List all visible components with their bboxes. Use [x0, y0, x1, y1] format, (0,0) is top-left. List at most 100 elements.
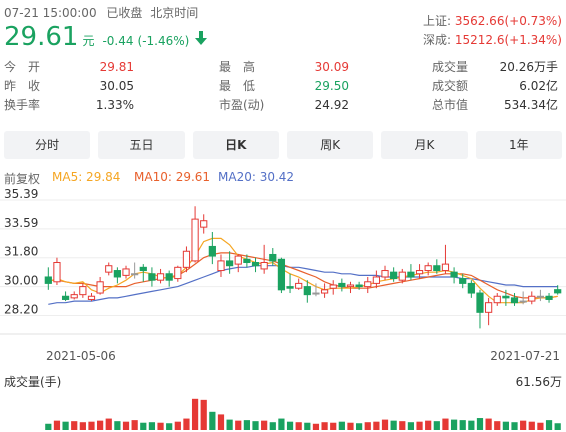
candle — [398, 268, 406, 284]
y-tick-label: 33.59 — [4, 216, 38, 230]
candles — [44, 206, 562, 329]
candle — [364, 276, 372, 294]
stat-amount: 成交额 6.02亿 — [432, 77, 558, 96]
volume-bar — [200, 399, 207, 430]
candle — [338, 278, 346, 292]
candle — [131, 262, 139, 279]
stat-value: 534.34亿 — [504, 98, 558, 112]
candle — [485, 297, 493, 326]
candle — [381, 265, 389, 281]
volume-bar — [407, 422, 415, 430]
candle — [528, 291, 536, 305]
candle — [113, 267, 121, 284]
currency-unit: 元 — [82, 34, 95, 48]
y-tick-label: 28.20 — [4, 303, 38, 317]
candle-body — [467, 282, 475, 294]
candle — [320, 283, 329, 298]
candle-body — [122, 268, 130, 276]
header-datetime: 07-21 15:00:00 已收盘 北京时间 — [4, 4, 198, 21]
adjust-mode-label[interactable]: 前复权 — [4, 172, 41, 186]
candle — [476, 289, 484, 329]
stat-value: 30.05 — [99, 79, 134, 93]
candle — [415, 264, 424, 279]
stat-low: 最 低 29.50 — [219, 77, 349, 96]
tab-monthly-k[interactable]: 月K — [381, 131, 468, 159]
candle — [346, 281, 355, 294]
stat-value: 29.81 — [99, 60, 134, 74]
stat-volume: 成交量 20.26万手 — [432, 58, 558, 77]
candle-body — [493, 295, 501, 304]
candle — [105, 262, 113, 276]
tab-weekly-k[interactable]: 周K — [286, 131, 374, 159]
candle — [545, 293, 553, 303]
candle — [156, 268, 165, 284]
candle-body — [355, 284, 363, 288]
candle-body — [536, 295, 545, 298]
candle-body — [476, 292, 484, 313]
candle-body — [364, 281, 372, 288]
y-axis-labels: 35.39 33.59 31.80 30.00 28.20 — [4, 188, 38, 317]
stat-value: 6.02亿 — [519, 79, 558, 93]
candle-body — [156, 273, 165, 281]
volume-bar — [79, 422, 86, 430]
volume-bar — [502, 421, 509, 430]
candle-body — [269, 253, 277, 262]
tab-daily-k[interactable]: 日K — [192, 131, 279, 159]
stats-col-2: 最 高 30.09 最 低 29.50 市盈(动) 24.92 — [219, 58, 349, 115]
volume-bar — [88, 421, 95, 430]
volume-bar — [131, 420, 138, 430]
candle-body — [407, 271, 415, 278]
candle-body — [554, 289, 562, 294]
volume-bar — [390, 420, 397, 430]
volume-bar — [278, 418, 285, 430]
volume-bar — [459, 420, 466, 430]
candle — [217, 254, 225, 277]
tab-five-day[interactable]: 五日 — [98, 131, 185, 159]
index-value: 15212.6(+1.34%) — [454, 33, 562, 47]
stats-col-3: 成交量 20.26万手 成交额 6.02亿 总市值 534.34亿 — [432, 58, 558, 115]
candle — [53, 257, 61, 286]
volume-bars — [45, 398, 561, 430]
x-axis-labels: 2021-05-06 2021-07-21 — [46, 349, 560, 363]
candle-body — [200, 220, 208, 228]
candle — [554, 285, 562, 295]
index-label: 深成: — [422, 33, 451, 47]
candle-body — [346, 284, 355, 288]
candle-body — [96, 281, 104, 294]
stat-label: 换手率 — [4, 98, 41, 112]
candle — [277, 257, 286, 294]
volume-bar — [157, 422, 164, 430]
candle-body — [433, 265, 441, 272]
x-tick-label: 2021-05-06 — [46, 349, 116, 363]
candle-body — [182, 250, 191, 268]
candle-body — [208, 245, 216, 257]
candle — [139, 264, 147, 282]
tab-one-year[interactable]: 1年 — [475, 131, 562, 159]
volume-bar — [53, 420, 61, 430]
volume-bar — [243, 420, 250, 430]
candle — [355, 281, 363, 290]
candle — [79, 283, 87, 298]
candle-body — [329, 284, 337, 289]
candle — [424, 262, 432, 276]
stat-prev-close: 昨 收 30.05 — [4, 77, 134, 96]
stat-turnover: 换手率 1.33% — [4, 96, 134, 115]
price-change: -0.44 — [102, 34, 134, 48]
index-label: 上证: — [422, 14, 451, 28]
candle — [303, 280, 311, 303]
price-line: 29.61 元 -0.44 (-1.46%) — [4, 22, 208, 52]
period-tabs: 分时 五日 日K 周K 月K 1年 — [4, 131, 562, 159]
tab-intraday[interactable]: 分时 — [4, 131, 91, 159]
candle — [122, 265, 130, 279]
volume-bar — [183, 418, 190, 430]
datetime-text: 07-21 15:00:00 — [4, 6, 97, 20]
candle — [191, 206, 199, 263]
stat-value: 30.09 — [314, 60, 349, 74]
candle-body — [312, 292, 320, 295]
stat-label: 昨 收 — [4, 79, 41, 93]
volume-bar — [364, 422, 371, 430]
candle — [165, 270, 173, 287]
candle-body — [53, 262, 61, 283]
candle — [226, 251, 234, 274]
